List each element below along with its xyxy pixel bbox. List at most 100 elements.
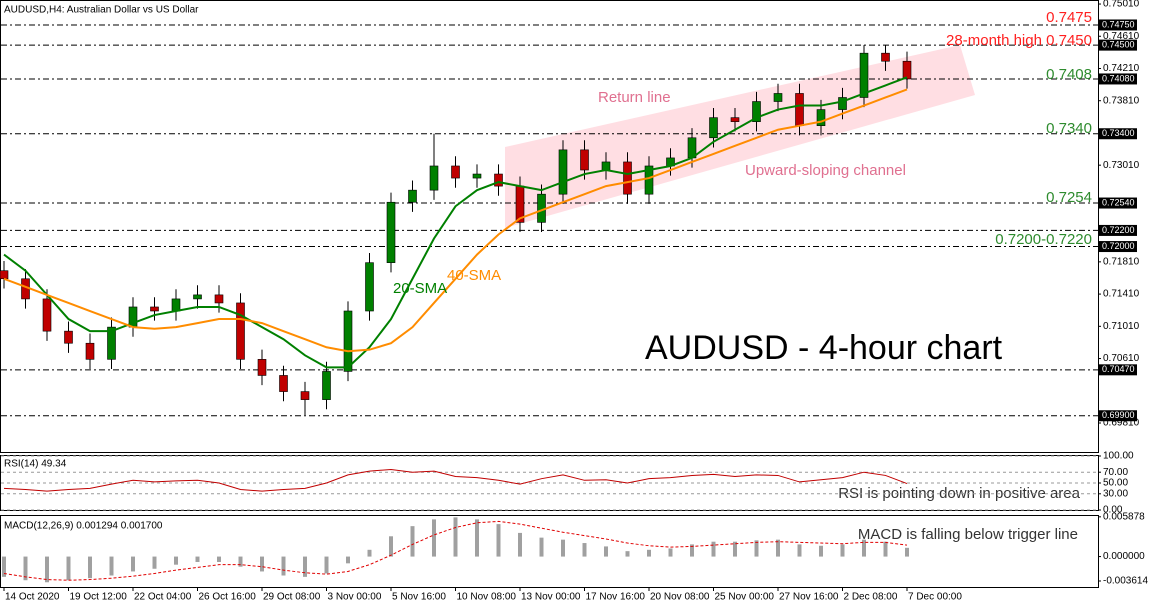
- macd-bar: [367, 549, 372, 557]
- macd-bar: [905, 547, 909, 557]
- macd-bar: [88, 556, 92, 579]
- candle-body: [451, 165, 460, 179]
- level-label-box: [1099, 197, 1137, 209]
- candle-body: [429, 165, 439, 191]
- y-tick-label: -0.003614: [1103, 576, 1148, 587]
- y-tick-label: 0.005878: [1103, 511, 1145, 522]
- level-label-box: [1099, 39, 1137, 51]
- annotation: 0.7254: [1046, 189, 1092, 206]
- level-label-box: [1099, 364, 1137, 376]
- macd-bar: [690, 544, 694, 557]
- x-tick-label: 29 Oct 08:00: [263, 592, 321, 603]
- y-tick-label: 0.000000: [1103, 551, 1145, 562]
- macd-bar: [797, 544, 802, 557]
- candle-body: [623, 161, 632, 195]
- x-tick-label: 13 Nov 00:00: [521, 592, 581, 603]
- chart-title: AUDUSD,H4: Australian Dollar vs US Dolla…: [4, 5, 199, 16]
- level-label-box: [1099, 410, 1137, 422]
- macd-bar: [862, 539, 866, 557]
- x-tick-label: 19 Oct 12:00: [70, 592, 128, 603]
- macd-bar: [475, 519, 479, 557]
- x-tick-label: 27 Nov 16:00: [779, 592, 839, 603]
- candle-body: [580, 149, 589, 171]
- macd-bar: [45, 556, 49, 583]
- candle-body: [386, 201, 396, 263]
- rsi-line: [3, 468, 908, 492]
- candle-body: [859, 52, 869, 98]
- candle-body: [0, 270, 9, 280]
- macd-bar: [840, 544, 845, 557]
- candle-body: [558, 149, 568, 195]
- candle-body: [773, 93, 783, 102]
- candle-body: [42, 298, 52, 332]
- candle-body: [752, 101, 761, 122]
- level-label-box: [1099, 241, 1137, 253]
- macd-bar: [66, 556, 71, 581]
- macd-bar: [174, 556, 178, 565]
- annotation: 0.7475: [1046, 9, 1092, 26]
- macd-bar: [324, 556, 329, 574]
- y-tick-label: 0.74610: [1103, 31, 1140, 42]
- candle-body: [816, 109, 826, 126]
- y-tick-label: 0.71410: [1103, 289, 1140, 300]
- sma-label: 20-SMA: [393, 280, 447, 297]
- macd-title: MACD(12,26,9) 0.001294 0.001700: [4, 521, 163, 532]
- y-tick-label: 0.70610: [1103, 353, 1140, 364]
- annotation: 28-month high 0.7450: [946, 32, 1092, 49]
- candle-body: [300, 391, 310, 400]
- candle-body: [408, 189, 417, 203]
- candle-body: [193, 294, 202, 300]
- macd-bar: [217, 556, 221, 562]
- macd-bar: [432, 519, 436, 557]
- annotation: 0.7408: [1046, 66, 1092, 83]
- y-tick-label: 50.00: [1103, 478, 1128, 489]
- macd-bar: [389, 536, 393, 557]
- x-tick-label: 5 Nov 16:00: [392, 592, 446, 603]
- macd-bar: [109, 556, 114, 576]
- y-tick-label: 0.74210: [1103, 63, 1140, 74]
- macd-bar: [883, 541, 888, 557]
- macd-bar: [195, 556, 200, 562]
- level-label-box: [1099, 128, 1137, 140]
- candle-body: [881, 52, 890, 62]
- y-tick-label: 0.71810: [1103, 256, 1140, 267]
- candle-body: [644, 165, 654, 195]
- macd-bar: [819, 545, 823, 557]
- level-label: 0.73400: [1102, 128, 1135, 138]
- candle-body: [107, 326, 116, 360]
- macd-bar: [260, 556, 264, 572]
- annotation: Return line: [598, 89, 671, 106]
- candle-body: [85, 342, 95, 360]
- macd-annotation: MACD is falling below trigger line: [858, 526, 1078, 543]
- level-label: 0.72200: [1102, 225, 1135, 235]
- candle-body: [494, 173, 503, 187]
- x-tick-label: 14 Oct 2020: [5, 592, 60, 603]
- macd-bar: [496, 524, 501, 557]
- candle-body: [730, 117, 740, 122]
- x-tick-label: 10 Nov 08:00: [457, 592, 517, 603]
- annotation: 0.7200-0.7220: [995, 231, 1092, 248]
- rsi-annotation: RSI is pointing down in positive area: [838, 485, 1080, 502]
- y-tick-label: 0.73810: [1103, 95, 1140, 106]
- macd-bar: [238, 556, 243, 567]
- level-label-box: [1099, 224, 1137, 236]
- y-tick-label: 70.00: [1103, 467, 1128, 478]
- level-label: 0.72000: [1102, 241, 1135, 251]
- candle-body: [902, 60, 912, 80]
- macd-bar: [2, 556, 6, 577]
- macd-bar: [346, 556, 350, 564]
- macd-bar: [754, 540, 759, 557]
- macd-bar: [303, 556, 307, 577]
- y-tick-label: 100.00: [1103, 451, 1134, 462]
- y-tick-label: 0.69810: [1103, 418, 1140, 429]
- candle-body: [472, 173, 482, 179]
- sma-label: 40-SMA: [447, 267, 501, 284]
- macd-bar: [582, 543, 587, 557]
- x-tick-label: 20 Nov 08:00: [650, 592, 710, 603]
- candle-body: [343, 310, 353, 372]
- macd-bar: [625, 551, 630, 557]
- macd-bar: [711, 541, 716, 557]
- macd-bar: [410, 526, 415, 557]
